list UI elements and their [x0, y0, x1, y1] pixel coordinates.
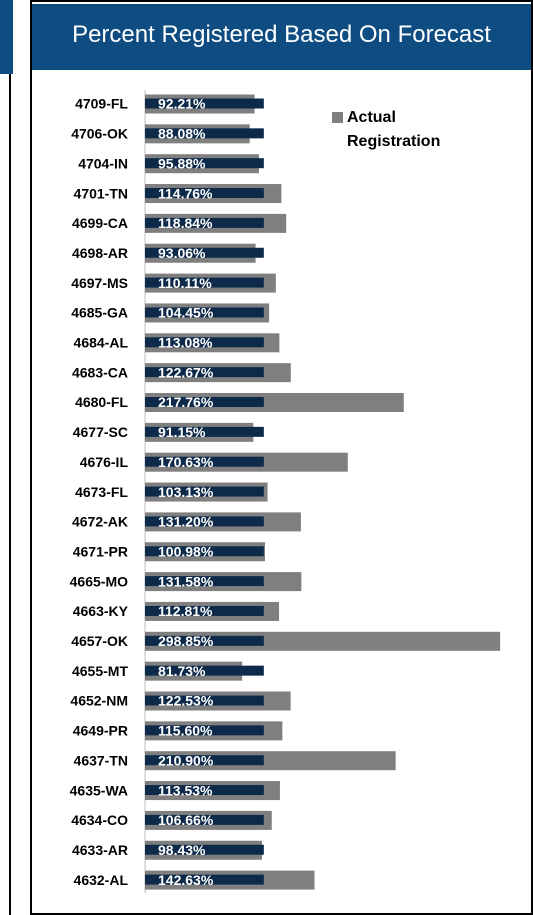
category-label: 4701-TN [74, 185, 128, 201]
value-label: 115.60% [158, 723, 213, 739]
value-label: 210.90% [158, 752, 214, 768]
category-label: 4683-CA [72, 364, 128, 380]
category-label: 4652-NM [70, 693, 128, 709]
forecast-bar [145, 337, 264, 348]
value-label: 131.20% [158, 514, 214, 530]
value-label: 106.66% [158, 812, 214, 828]
value-label: 100.98% [158, 543, 214, 559]
value-label: 98.43% [158, 842, 206, 858]
value-label: 122.53% [158, 693, 214, 709]
value-label: 170.63% [158, 454, 214, 470]
value-label: 88.08% [158, 126, 206, 142]
category-label: 4673-FL [75, 484, 128, 500]
forecast-bar [145, 397, 264, 407]
forecast-bar [145, 546, 264, 557]
forecast-bar [145, 725, 264, 736]
category-label: 4671-PR [73, 543, 128, 559]
category-label: 4685-GA [71, 305, 128, 321]
value-label: 114.76% [158, 185, 213, 201]
category-label: 4684-AL [74, 335, 129, 351]
category-label: 4637-TN [74, 752, 128, 768]
side-panel-header [0, 0, 13, 74]
category-label: 4663-KY [73, 603, 129, 619]
category-label: 4665-MO [70, 573, 128, 589]
forecast-bar [145, 576, 264, 587]
value-label: 298.85% [158, 633, 214, 649]
forecast-bar [145, 695, 264, 706]
forecast-bar [145, 635, 264, 646]
forecast-bar [145, 128, 264, 139]
value-label: 131.58% [158, 573, 214, 589]
value-label: 118.84% [158, 215, 213, 231]
forecast-bar [145, 605, 264, 616]
category-label: 4655-MT [72, 663, 128, 679]
value-label: 104.45% [158, 305, 214, 321]
value-label: 103.13% [158, 484, 214, 500]
forecast-bar [145, 516, 264, 527]
legend-label: Actual Registration [347, 109, 441, 150]
forecast-bar [145, 98, 264, 109]
chart-title: Percent Registered Based On Forecast [72, 21, 491, 48]
forecast-bar [145, 307, 264, 318]
forecast-bar [145, 158, 264, 169]
value-label: 91.15% [158, 424, 206, 440]
category-label: 4635-WA [70, 782, 128, 798]
category-label: 4649-PR [73, 723, 128, 739]
forecast-bar [145, 188, 264, 199]
forecast-bar [145, 874, 264, 885]
value-label: 110.11% [158, 275, 212, 291]
value-label: 113.53% [158, 782, 213, 798]
value-label: 81.73% [158, 663, 206, 679]
value-label: 122.67% [158, 364, 214, 380]
category-label: 4633-AR [72, 842, 128, 858]
category-label: 4634-CO [71, 812, 128, 828]
value-label: 113.08% [158, 335, 213, 351]
value-label: 92.21% [158, 96, 206, 112]
category-label: 4706-OK [71, 126, 128, 142]
forecast-bar [145, 665, 264, 676]
value-label: 217.76% [158, 394, 214, 410]
forecast-bar [145, 247, 264, 258]
value-label: 142.63% [158, 872, 214, 888]
value-label: 112.81% [158, 603, 213, 619]
value-label: 93.06% [158, 245, 206, 261]
forecast-bar [145, 426, 264, 437]
category-label: 4697-MS [71, 275, 128, 291]
value-label: 95.88% [158, 155, 206, 171]
forecast-bar [145, 367, 264, 378]
category-label: 4680-FL [75, 394, 128, 410]
legend: Actual Registration [332, 106, 482, 154]
category-label: 4632-AL [74, 872, 129, 888]
category-label: 4677-SC [73, 424, 128, 440]
category-label: 4709-FL [75, 96, 128, 112]
forecast-bar [145, 486, 264, 497]
forecast-bar [145, 814, 264, 825]
category-label: 4699-CA [72, 215, 128, 231]
legend-swatch [332, 112, 343, 123]
forecast-bar [145, 844, 264, 855]
category-label: 4698-AR [72, 245, 128, 261]
forecast-bar [145, 785, 264, 796]
category-label: 4676-IL [80, 454, 129, 470]
category-label: 4672-AK [72, 514, 128, 530]
category-label: 4657-OK [71, 633, 128, 649]
panel-header [32, 4, 531, 70]
forecast-bar [145, 277, 264, 288]
forecast-bar [145, 755, 264, 766]
forecast-bar [145, 217, 264, 228]
category-label: 4704-IN [78, 155, 128, 171]
forecast-bar [145, 456, 264, 467]
